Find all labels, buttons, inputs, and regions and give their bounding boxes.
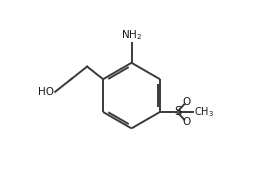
Text: S: S [175, 106, 182, 119]
Text: CH$_3$: CH$_3$ [194, 105, 214, 119]
Text: O: O [182, 97, 191, 107]
Text: O: O [182, 117, 191, 127]
Text: HO: HO [38, 87, 54, 97]
Text: NH$_2$: NH$_2$ [121, 28, 142, 42]
